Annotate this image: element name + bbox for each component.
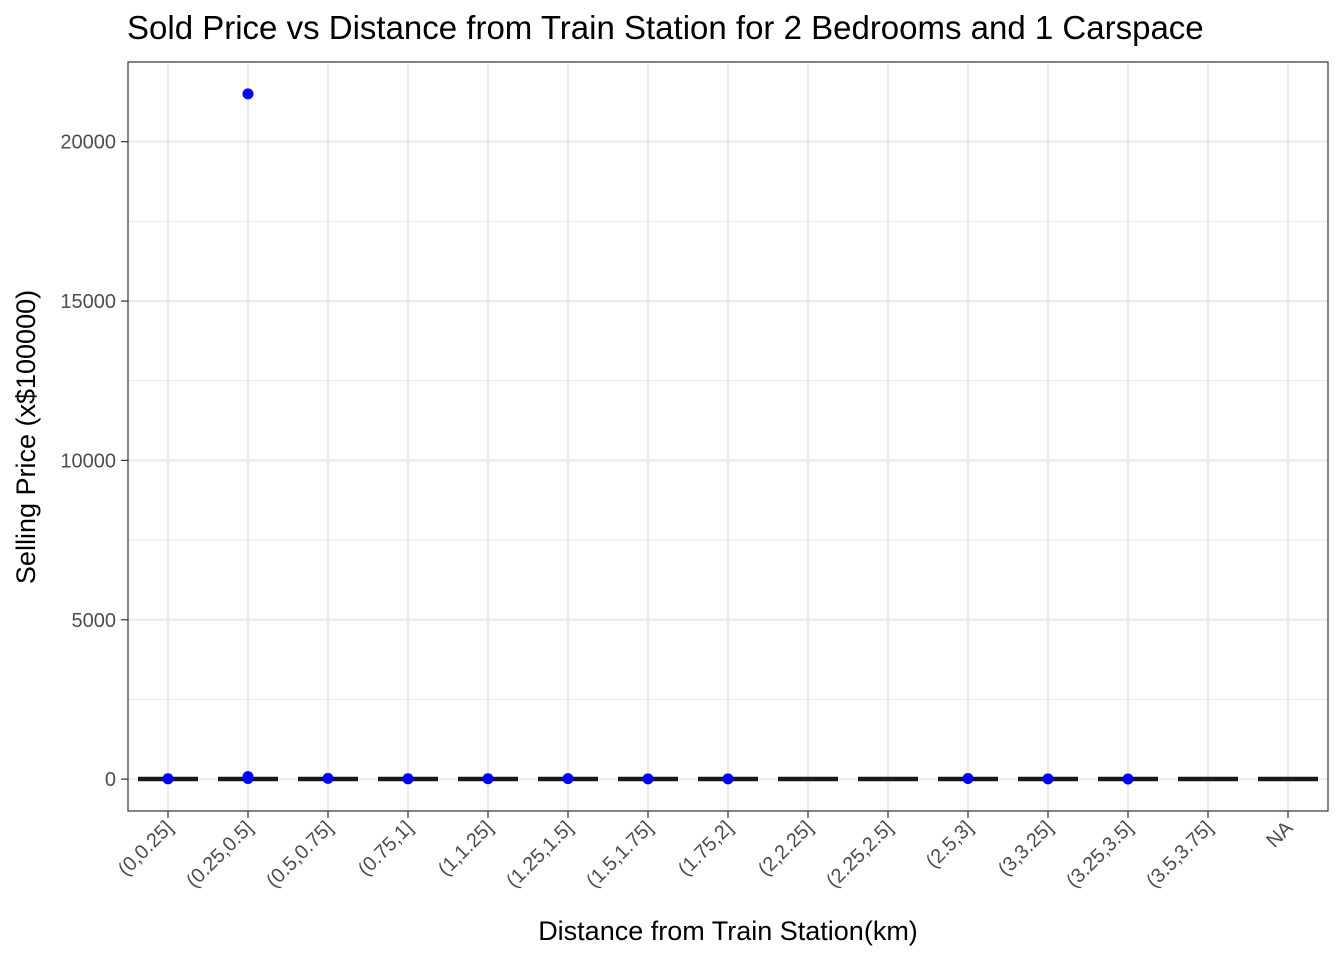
points-layer	[162, 88, 1134, 785]
y-axis-title: Selling Price (x$100000)	[11, 290, 41, 584]
data-point	[562, 773, 574, 785]
x-tick-label: (3,3.25]	[994, 817, 1058, 881]
x-tick-label: (1,1.25]	[434, 817, 498, 881]
grid-lines	[128, 61, 1328, 811]
y-tick-label: 0	[105, 769, 116, 791]
x-tick-label: (1.75,2]	[674, 817, 738, 881]
x-tick-label: (0.5,0.75]	[262, 817, 337, 892]
data-point	[402, 773, 414, 785]
x-axis-title: Distance from Train Station(km)	[538, 916, 918, 946]
y-axis: 0 5000 10000 15000 20000	[60, 132, 128, 791]
data-point	[242, 88, 254, 100]
x-tick-label: (3.5,3.75]	[1142, 817, 1217, 892]
chart-title: Sold Price vs Distance from Train Statio…	[127, 9, 1204, 46]
data-point	[722, 773, 734, 785]
x-tick-label: (2,2.25]	[754, 817, 818, 881]
x-tick-label: (0.25,0.5]	[182, 817, 257, 892]
x-tick-label: NA	[1262, 817, 1298, 853]
data-point	[322, 772, 334, 784]
x-tick-label: (2.5,3]	[922, 817, 978, 873]
data-point	[1122, 773, 1134, 785]
y-tick-label: 5000	[72, 610, 117, 632]
data-point	[962, 772, 974, 784]
y-tick-label: 10000	[60, 450, 116, 472]
x-tick-label: (0.75,1]	[354, 817, 418, 881]
x-tick-label: (1.25,1.5]	[502, 817, 577, 892]
data-point	[1042, 773, 1054, 785]
x-tick-label: (0,0.25]	[114, 817, 178, 881]
x-tick-label: (2.25,2.5]	[822, 817, 897, 892]
data-point	[162, 773, 174, 785]
x-tick-label: (3.25,3.5]	[1062, 817, 1137, 892]
y-tick-label: 20000	[60, 132, 116, 154]
data-point	[242, 772, 254, 784]
y-tick-label: 15000	[60, 291, 116, 313]
data-point	[482, 773, 494, 785]
x-axis: (0,0.25] (0.25,0.5] (0.5,0.75] (0.75,1] (1,1…	[114, 811, 1298, 892]
x-tick-label: (1.5,1.75]	[582, 817, 657, 892]
data-point	[642, 773, 654, 785]
